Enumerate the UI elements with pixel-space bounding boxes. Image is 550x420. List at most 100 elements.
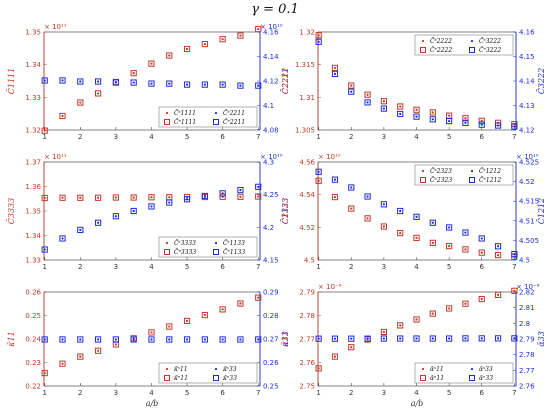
dot-marker bbox=[61, 196, 64, 199]
right-y-tick-label: 4.16 bbox=[263, 29, 279, 37]
dot-marker bbox=[513, 253, 516, 256]
legend-entry: C̄ˢ2222 bbox=[430, 38, 452, 45]
square-marker bbox=[331, 335, 339, 342]
square-marker bbox=[397, 207, 404, 215]
x-tick-label: 1 bbox=[316, 263, 320, 271]
x-tick-label: 5 bbox=[185, 263, 189, 271]
dot-marker bbox=[464, 248, 467, 251]
legend-entry: C̄ˢ1111 bbox=[174, 110, 196, 117]
square-marker bbox=[94, 347, 102, 354]
dot-marker bbox=[382, 225, 385, 228]
dot-marker bbox=[399, 112, 402, 116]
series-right-square bbox=[315, 38, 518, 130]
right-y-tick-label: 4.25 bbox=[263, 191, 279, 199]
dot-marker bbox=[132, 81, 135, 84]
left-y-tick-label: 4.5 bbox=[304, 257, 315, 265]
left-y-tick-label: 2.75 bbox=[299, 383, 315, 391]
square-marker bbox=[183, 336, 191, 343]
square-marker bbox=[462, 115, 469, 122]
dot-marker bbox=[257, 27, 260, 31]
square-marker bbox=[315, 365, 322, 372]
square-marker bbox=[77, 99, 84, 106]
square-marker bbox=[255, 336, 262, 343]
square-marker bbox=[148, 329, 155, 336]
square-marker bbox=[511, 335, 518, 342]
dot-marker bbox=[168, 54, 171, 57]
left-y-tick-label: 4.54 bbox=[299, 191, 315, 199]
dot-marker bbox=[366, 195, 369, 198]
square-marker bbox=[41, 77, 48, 84]
dot-marker bbox=[431, 111, 434, 114]
square-marker bbox=[494, 243, 502, 250]
x-tick-label: 3 bbox=[382, 263, 386, 271]
right-y-tick-label: 0.28 bbox=[263, 312, 279, 320]
square-marker bbox=[130, 194, 137, 201]
square-marker bbox=[397, 110, 404, 118]
dot-marker bbox=[168, 196, 171, 199]
left-y-tick-label: 0.26 bbox=[25, 289, 41, 297]
left-y-tick-label: 4.56 bbox=[299, 159, 315, 167]
dot-marker bbox=[431, 312, 434, 315]
panel-top-right: 1 2 3 4 5 6 7 1.305 1.31 1.315 1.32 4.12 4.13 4.14 4.1… bbox=[281, 29, 546, 142]
dot-marker bbox=[96, 92, 100, 95]
dot-marker bbox=[448, 307, 451, 310]
dot-marker bbox=[317, 337, 320, 340]
dot-marker bbox=[415, 318, 418, 321]
dot-marker bbox=[382, 330, 385, 334]
legend: C̄ˢ1111 C̄ˢ2211 C̄ᵉ1111 C̄ᵉ2211 bbox=[158, 106, 258, 128]
dot-marker bbox=[221, 192, 224, 195]
x-tick-label: 7 bbox=[512, 133, 516, 141]
left-y-tick-label: 2.78 bbox=[299, 312, 315, 320]
x-tick-label: 5 bbox=[185, 133, 189, 141]
legend: C̄ˢ3333 C̄ˢ1133 C̄ᵉ3333 C̄ᵉ1133 bbox=[158, 236, 258, 258]
dot-marker bbox=[185, 198, 189, 201]
dot-marker bbox=[399, 231, 402, 235]
panel-top-left: 1 2 3 4 5 6 7 1.32 1.33 1.34 1.35 4.08 4.1 4.12 4.14 4.… bbox=[7, 23, 290, 141]
series-left-dot bbox=[43, 27, 260, 132]
dot-marker bbox=[150, 62, 153, 65]
dot-marker bbox=[150, 205, 153, 208]
legend-dot-marker bbox=[421, 169, 425, 173]
x-tick-label: 2 bbox=[349, 263, 353, 271]
dot-marker bbox=[96, 196, 100, 199]
x-tick-label: 6 bbox=[220, 133, 225, 141]
square-marker bbox=[478, 295, 485, 303]
dot-marker bbox=[239, 302, 242, 305]
dot-marker bbox=[480, 237, 483, 240]
right-axis-label: C̄1133 bbox=[281, 198, 290, 224]
left-y-tick-label: 1.32 bbox=[299, 29, 315, 37]
dot-marker bbox=[114, 338, 117, 341]
legend-box bbox=[158, 106, 258, 128]
series-right-dot bbox=[317, 170, 516, 256]
dot-marker bbox=[96, 80, 100, 83]
square-marker bbox=[348, 344, 355, 351]
square-marker bbox=[94, 219, 102, 226]
dot-marker bbox=[61, 114, 64, 118]
dot-marker bbox=[257, 185, 260, 188]
x-tick-label: 6 bbox=[220, 263, 225, 271]
dot-marker bbox=[317, 40, 320, 43]
legend: C̄ˢ2222 C̄ˢ3222 C̄ᵉ2222 C̄ᵉ3222 bbox=[414, 34, 514, 56]
square-marker bbox=[478, 117, 485, 124]
square-marker bbox=[183, 317, 191, 325]
legend-dot-marker bbox=[214, 241, 218, 245]
square-marker bbox=[380, 98, 387, 105]
right-y-tick-label: 4.2 bbox=[263, 224, 274, 232]
square-marker bbox=[130, 207, 137, 215]
x-tick-label: 7 bbox=[512, 389, 516, 397]
dot-marker bbox=[257, 84, 260, 87]
square-marker bbox=[41, 194, 48, 202]
square-marker bbox=[511, 287, 518, 294]
left-y-tick-label: 1.32 bbox=[25, 127, 41, 135]
legend-entry: C̄ˢ1212 bbox=[479, 168, 501, 175]
square-marker bbox=[364, 335, 371, 342]
dot-marker bbox=[150, 82, 153, 85]
dot-marker bbox=[415, 215, 418, 218]
series-left-square bbox=[41, 294, 262, 377]
square-marker bbox=[77, 353, 84, 360]
square-marker bbox=[255, 25, 262, 33]
dot-marker bbox=[350, 346, 353, 349]
square-marker bbox=[219, 190, 226, 197]
square-marker bbox=[446, 335, 453, 342]
dot-marker bbox=[333, 196, 337, 199]
